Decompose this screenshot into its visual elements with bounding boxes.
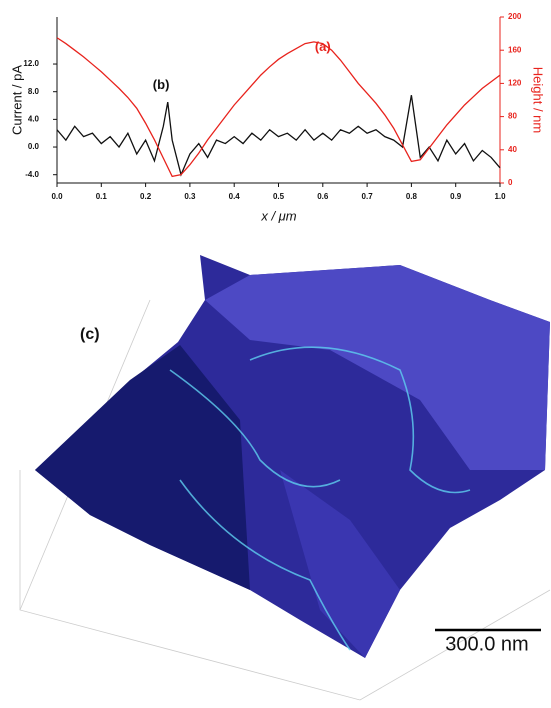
surface-fold: [280, 470, 400, 658]
surface-highlight: [205, 265, 550, 470]
y-tick-label: 8.0: [28, 87, 40, 96]
y-axis-label: Current / pA: [9, 65, 24, 135]
y2-tick-label: 0: [508, 178, 513, 187]
grain-boundary: [179, 479, 351, 651]
surface-shadow: [35, 345, 250, 590]
y2-tick-label: 200: [508, 12, 522, 21]
grain-boundary: [249, 346, 471, 494]
grain-boundary: [169, 369, 341, 488]
x-tick-label: 0.5: [273, 192, 285, 201]
y-tick-label: 12.0: [23, 59, 39, 68]
x-tick-label: 0.2: [140, 192, 152, 201]
panel-label: (c): [80, 326, 100, 343]
x-tick-label: 0.0: [51, 192, 63, 201]
y2-tick-label: 160: [508, 45, 522, 54]
y2-tick-label: 80: [508, 112, 517, 121]
x-tick-label: 0.9: [450, 192, 462, 201]
x-tick-label: 0.7: [362, 192, 374, 201]
scale-bar-label: 300.0 nm: [445, 633, 528, 655]
y-tick-label: 4.0: [28, 114, 40, 123]
y-tick-label: -4.0: [25, 170, 39, 179]
x-tick-label: 0.6: [317, 192, 329, 201]
x-axis-label: x / μm: [260, 208, 296, 223]
y2-axis-label: Height / nm: [531, 67, 546, 133]
y2-tick-label: 40: [508, 145, 517, 154]
annotation: (b): [153, 77, 170, 92]
x-tick-label: 1.0: [494, 192, 506, 201]
x-tick-label: 0.1: [96, 192, 108, 201]
y2-tick-label: 120: [508, 79, 522, 88]
x-tick-label: 0.4: [229, 192, 241, 201]
annotation: (a): [315, 39, 331, 54]
afm-image: [19, 255, 551, 701]
series-line: [56, 95, 501, 177]
series-line: [56, 37, 501, 178]
y-tick-label: 0.0: [28, 142, 40, 151]
frame-line: [19, 470, 551, 701]
x-tick-label: 0.3: [184, 192, 196, 201]
x-tick-label: 0.8: [406, 192, 418, 201]
